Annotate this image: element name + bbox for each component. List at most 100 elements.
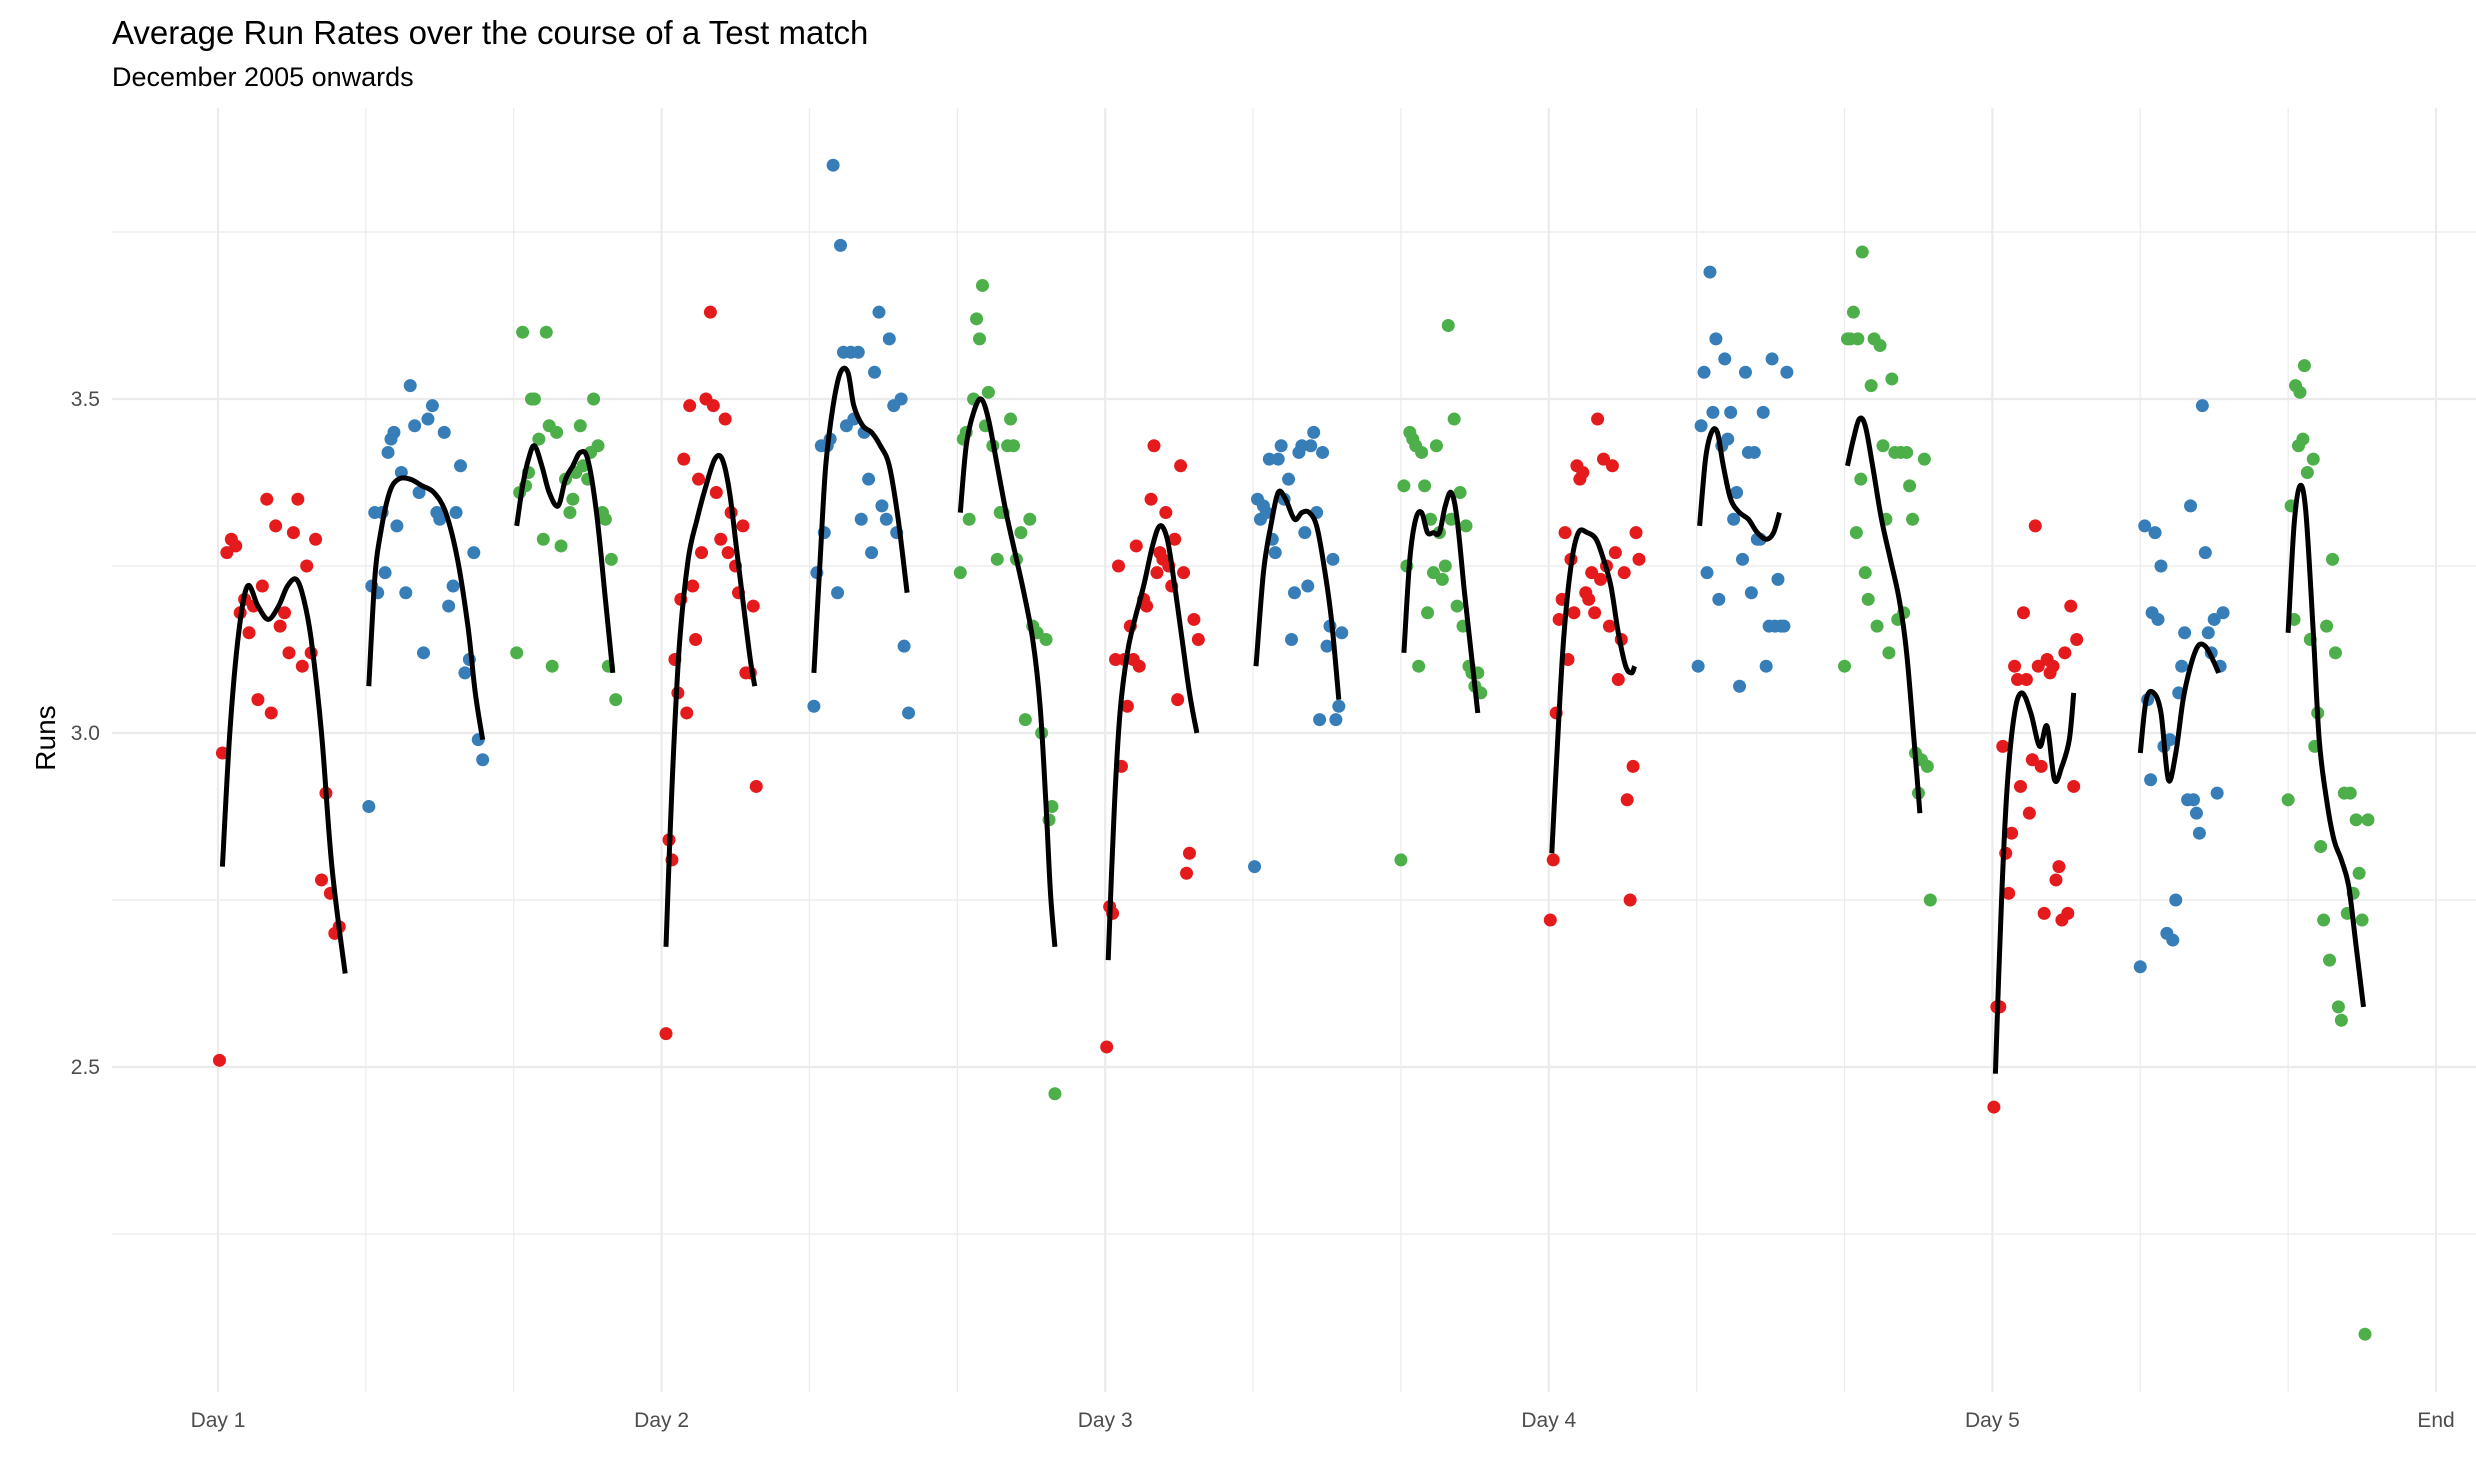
data-point [1765, 352, 1779, 366]
data-point [1727, 512, 1741, 526]
data-point [2361, 813, 2375, 827]
data-point [1838, 659, 1852, 673]
data-point [516, 325, 530, 339]
data-point [680, 706, 694, 720]
data-point [807, 699, 821, 713]
trend-lines [219, 365, 2366, 1074]
data-point [437, 425, 451, 439]
data-point [970, 312, 984, 326]
data-point [1326, 552, 1340, 566]
data-point [677, 452, 691, 466]
data-point [1718, 352, 1732, 366]
data-point [746, 599, 760, 613]
data-point [446, 579, 460, 593]
data-point [1597, 452, 1611, 466]
data-point [2300, 465, 2314, 479]
data-point [315, 873, 329, 887]
data-point [962, 512, 976, 526]
data-point [1048, 1087, 1062, 1101]
data-point [1706, 405, 1720, 419]
data-point [2067, 779, 2081, 793]
data-point [854, 512, 868, 526]
data-point [573, 419, 587, 433]
data-point [1703, 265, 1717, 279]
data-point [2192, 826, 2206, 840]
data-point [2184, 499, 2198, 513]
data-point [1756, 405, 1770, 419]
trend-line [2285, 482, 2366, 1008]
data-point [1120, 699, 1134, 713]
data-point [1187, 612, 1201, 626]
data-point [1023, 512, 1037, 526]
data-point [1307, 425, 1321, 439]
data-point [1426, 566, 1440, 580]
data-point [1882, 646, 1896, 660]
data-point [1558, 526, 1572, 540]
trend-line [663, 452, 758, 947]
session-series [1838, 245, 1937, 907]
data-point [879, 512, 893, 526]
data-point [749, 779, 763, 793]
data-point [1870, 619, 1884, 633]
data-point [255, 579, 269, 593]
data-point [1287, 586, 1301, 600]
trend-line [514, 443, 616, 674]
y-tick-label: 3.0 [71, 722, 100, 745]
data-point [1691, 659, 1705, 673]
data-point [566, 492, 580, 506]
data-point [2133, 960, 2147, 974]
data-point [1268, 546, 1282, 560]
session-series [1987, 519, 2084, 1114]
data-point [2352, 866, 2366, 880]
data-point [1298, 526, 1312, 540]
data-point [467, 546, 481, 560]
data-point [692, 472, 706, 486]
data-point [229, 539, 243, 553]
trend-line [366, 475, 486, 741]
data-point [1435, 572, 1449, 586]
data-point [1697, 365, 1711, 379]
data-point [1159, 506, 1173, 520]
data-point [1567, 606, 1581, 620]
data-point [1846, 305, 1860, 319]
data-point [2198, 546, 2212, 560]
data-point [2195, 399, 2209, 413]
data-point [1987, 1100, 2001, 1114]
trend-line [219, 576, 348, 974]
data-point [412, 486, 426, 500]
data-point [1459, 519, 1473, 533]
data-point [2034, 759, 2048, 773]
data-point [286, 526, 300, 540]
data-point [1724, 405, 1738, 419]
data-point [851, 345, 865, 359]
chart-subtitle: December 2005 onwards [112, 62, 414, 92]
data-point [706, 399, 720, 413]
data-point [591, 439, 605, 453]
data-point [1864, 379, 1878, 393]
data-point [2166, 933, 2180, 947]
data-point [834, 238, 848, 252]
data-point [709, 486, 723, 500]
data-point [563, 506, 577, 520]
data-point [220, 546, 234, 560]
data-point [1582, 592, 1596, 606]
data-point [1171, 693, 1185, 707]
data-point [399, 586, 413, 600]
data-point [604, 552, 618, 566]
data-point [381, 445, 395, 459]
data-point [2002, 886, 2016, 900]
data-point [442, 599, 456, 613]
data-point [242, 626, 256, 640]
data-point [2175, 659, 2189, 673]
data-point [1039, 632, 1053, 646]
data-point [1418, 479, 1432, 493]
trend-line [1105, 523, 1200, 961]
data-point [2349, 813, 2363, 827]
data-point [1543, 913, 1557, 927]
session-series [2133, 399, 2230, 974]
x-tick-label: Day 5 [1965, 1409, 2020, 1432]
data-point [2355, 913, 2369, 927]
data-point [1438, 559, 1452, 573]
data-point [1412, 659, 1426, 673]
x-tick-label: End [2417, 1409, 2454, 1432]
